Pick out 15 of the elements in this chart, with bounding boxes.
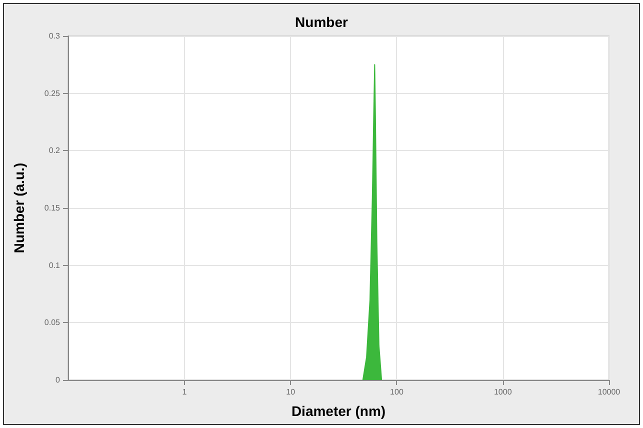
x-tick-label: 10 bbox=[286, 388, 296, 396]
x-tick-label: 1000 bbox=[494, 388, 512, 396]
y-tick-label: 0.1 bbox=[48, 260, 61, 270]
x-tick-label: 1 bbox=[182, 388, 188, 396]
y-axis-title: Number (a.u.) bbox=[11, 162, 27, 254]
chart-title: Number bbox=[295, 14, 348, 30]
y-tick-label: 0 bbox=[56, 376, 61, 384]
y-tick-label: 0.05 bbox=[44, 318, 61, 328]
y-tick-label: 0.3 bbox=[48, 32, 61, 40]
x-tick-label: 10000 bbox=[598, 388, 621, 396]
x-tick-label: 100 bbox=[390, 388, 404, 396]
y-tick-label: 0.25 bbox=[44, 88, 61, 98]
y-tick-label: 0.15 bbox=[44, 204, 61, 212]
y-tick-label: 0.2 bbox=[48, 146, 61, 156]
x-axis-title: Diameter (nm) bbox=[291, 403, 386, 419]
